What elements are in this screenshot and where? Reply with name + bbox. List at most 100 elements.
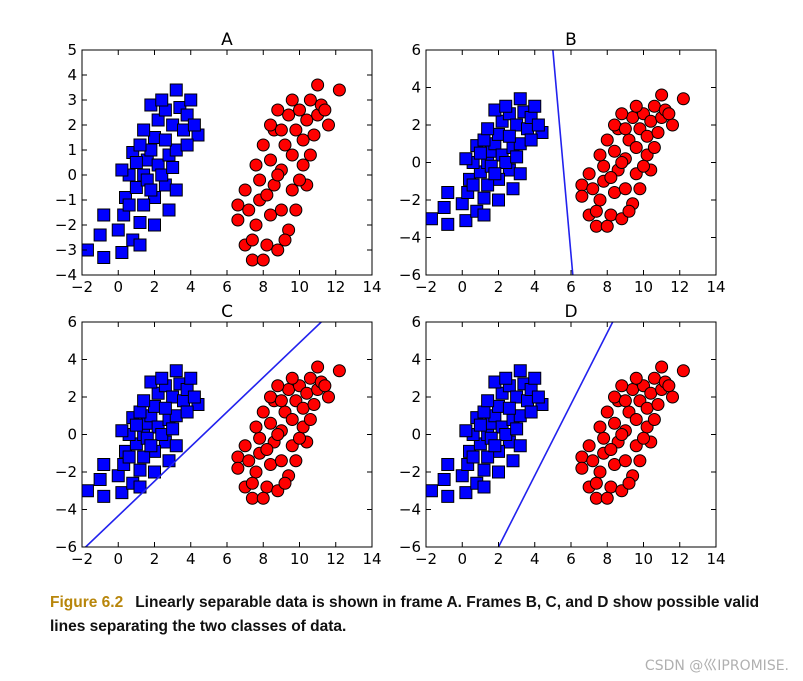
class1-point bbox=[166, 118, 180, 132]
class1-point bbox=[459, 152, 473, 166]
y-tick-label: 4 bbox=[411, 79, 421, 97]
class2-point bbox=[600, 405, 614, 419]
class2-point bbox=[293, 103, 306, 117]
class1-point bbox=[97, 458, 111, 471]
y-tick-label: −2 bbox=[55, 216, 77, 234]
x-tick-label: −2 bbox=[415, 278, 437, 296]
class1-point bbox=[492, 193, 505, 207]
class1-point bbox=[133, 480, 147, 494]
class1-point bbox=[510, 118, 524, 132]
class2-point bbox=[318, 103, 332, 117]
subplot-C: −2 0 2 4 6 8 10 12 14 −6 −4 −2 0 2 4 6 C bbox=[55, 302, 382, 568]
class1-point bbox=[137, 198, 151, 212]
class1-point bbox=[426, 212, 438, 226]
class1-point bbox=[466, 178, 480, 192]
x-tick-label: −2 bbox=[71, 550, 93, 568]
class2-point bbox=[597, 159, 611, 173]
class2-point bbox=[608, 458, 621, 471]
class2-point bbox=[647, 99, 661, 113]
class2-point bbox=[311, 360, 325, 374]
y-tick-label: −2 bbox=[55, 463, 77, 481]
class2-point bbox=[231, 198, 245, 212]
class1-point bbox=[122, 198, 136, 212]
y-tick-label: −4 bbox=[55, 501, 77, 519]
class2-point bbox=[608, 186, 621, 199]
x-tick-label: 10 bbox=[290, 550, 309, 568]
class2-point bbox=[285, 148, 299, 162]
caption-label: Figure 6.2 bbox=[50, 594, 124, 611]
class1-point bbox=[513, 439, 527, 453]
class1-point bbox=[82, 484, 94, 498]
class1-point bbox=[144, 98, 158, 112]
class1-point bbox=[137, 123, 151, 137]
class2-point bbox=[589, 219, 603, 233]
class2-point bbox=[655, 360, 669, 374]
class1-point bbox=[137, 394, 151, 408]
class1-point bbox=[111, 469, 125, 483]
y-tick-label: −3 bbox=[55, 241, 77, 259]
class2-point bbox=[264, 208, 277, 222]
class1-point bbox=[459, 214, 473, 228]
y-tick-label: −4 bbox=[399, 501, 421, 519]
class1-point bbox=[155, 93, 169, 107]
class1-point bbox=[97, 489, 111, 503]
class1-point bbox=[488, 103, 502, 117]
y-tick-label: −2 bbox=[399, 191, 421, 209]
subplot-B: −2 0 2 4 6 8 10 12 14 −6 −4 −2 0 2 4 6 B bbox=[399, 30, 726, 296]
class2-point bbox=[303, 93, 317, 107]
class1-point bbox=[528, 99, 542, 113]
class2-point bbox=[322, 118, 335, 132]
class2-point bbox=[644, 386, 658, 400]
class1-point bbox=[151, 113, 165, 127]
x-tick-label: 0 bbox=[457, 278, 467, 296]
y-tick-label: 5 bbox=[67, 41, 77, 59]
class2-point bbox=[640, 129, 654, 143]
class1-point bbox=[177, 123, 190, 137]
class1-point bbox=[513, 409, 527, 423]
data-marks bbox=[82, 322, 346, 547]
class2-point bbox=[278, 233, 292, 247]
class2-point bbox=[604, 208, 618, 222]
class2-point bbox=[249, 218, 263, 232]
class2-point bbox=[278, 476, 292, 490]
class1-point bbox=[513, 137, 527, 151]
class1-point bbox=[148, 399, 161, 413]
class1-point bbox=[499, 371, 513, 385]
class1-point bbox=[437, 201, 451, 214]
class1-point bbox=[477, 405, 491, 419]
subplot-D: −2 0 2 4 6 8 10 12 14 −6 −4 −2 0 2 4 6 D bbox=[399, 302, 726, 568]
class1-point bbox=[133, 216, 147, 229]
class1-point bbox=[488, 375, 502, 389]
class1-point bbox=[184, 93, 198, 107]
x-tick-label: 2 bbox=[494, 278, 504, 296]
class1-point bbox=[477, 208, 491, 222]
class2-point bbox=[640, 401, 654, 415]
class1-point bbox=[459, 486, 473, 500]
class1-point bbox=[155, 168, 169, 182]
class1-point bbox=[129, 156, 143, 169]
class2-point bbox=[589, 491, 603, 505]
class2-point bbox=[303, 371, 317, 385]
class1-point bbox=[144, 143, 158, 157]
class1-point bbox=[97, 251, 111, 264]
x-tick-label: −2 bbox=[415, 550, 437, 568]
class1-point bbox=[129, 181, 143, 194]
class1-point bbox=[137, 450, 151, 464]
class1-point bbox=[513, 364, 527, 378]
class1-point bbox=[502, 401, 516, 415]
class1-point bbox=[133, 463, 147, 477]
class1-point bbox=[169, 439, 183, 453]
class2-point bbox=[626, 383, 640, 396]
class2-point bbox=[615, 379, 629, 393]
class1-point bbox=[82, 243, 94, 257]
class2-point bbox=[245, 233, 259, 247]
class1-point bbox=[180, 405, 194, 419]
class2-point bbox=[604, 443, 618, 456]
x-tick-label: 14 bbox=[362, 278, 381, 296]
class2-point bbox=[264, 118, 277, 132]
class2-point bbox=[615, 107, 629, 121]
class1-point bbox=[115, 486, 129, 500]
class2-point bbox=[608, 416, 621, 430]
class1-point bbox=[166, 422, 180, 436]
class2-point bbox=[615, 428, 629, 441]
